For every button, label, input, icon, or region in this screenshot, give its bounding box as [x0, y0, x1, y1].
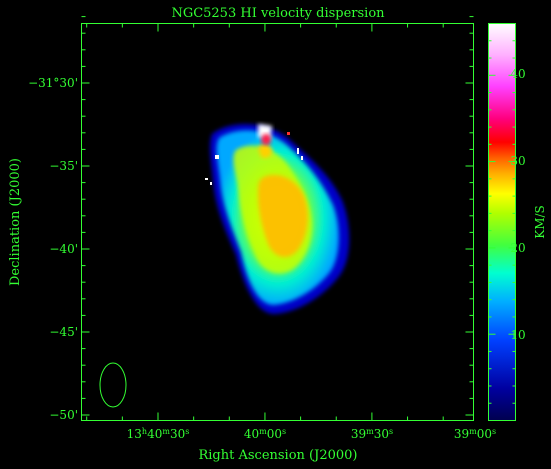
y-tick-label: −40'	[49, 242, 78, 256]
x-tick-label: 39m30s	[351, 427, 393, 442]
map-title: NGC5253 HI velocity dispersion	[171, 6, 385, 21]
colorbar-frame	[488, 23, 516, 421]
y-tick-label: −50'	[49, 408, 78, 422]
colorbar-label: KM/S	[533, 205, 547, 239]
x-tick-label: 39m00s	[454, 427, 496, 442]
y-tick-label: −45'	[49, 325, 78, 339]
colorbar-tick-label: 30	[510, 154, 525, 168]
colorbar-tick-label: 10	[510, 328, 525, 342]
beam-ellipse	[99, 362, 127, 408]
x-tick-label: 13h40m30s	[127, 427, 190, 442]
map-frame	[81, 23, 474, 421]
colorbar-tick-label: 20	[510, 241, 525, 255]
x-axis-label: Right Ascension (J2000)	[198, 448, 357, 463]
colorbar-gradient	[489, 23, 515, 420]
galaxy-emission	[205, 124, 350, 315]
y-tick-label: −35'	[49, 159, 78, 173]
y-axis-label: Declination (J2000)	[8, 158, 23, 286]
x-tick-label: 40m00s	[244, 427, 286, 442]
y-tick-label: −31°30'	[28, 76, 78, 90]
colorbar: 10 20 30 40 KM/S	[488, 23, 547, 421]
axis-ticks	[81, 16, 474, 421]
colorbar-tick-label: 40	[510, 67, 525, 81]
